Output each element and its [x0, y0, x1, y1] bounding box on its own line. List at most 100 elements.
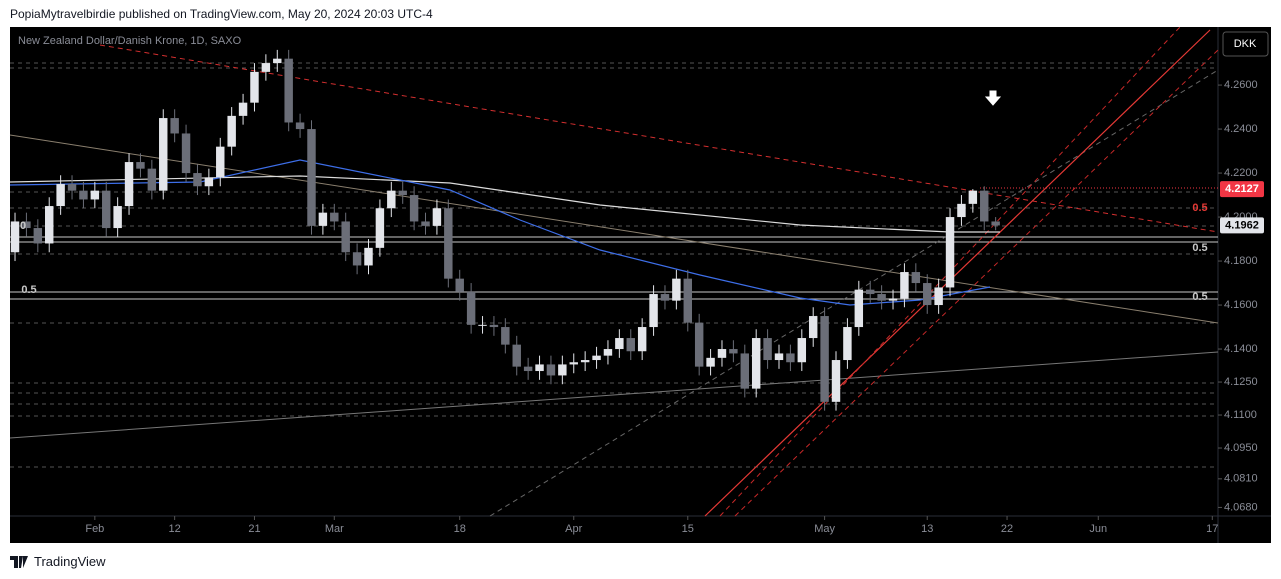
footer: TradingView — [10, 554, 106, 569]
x-tick-label: 18 — [454, 523, 466, 535]
candle-body — [637, 327, 647, 352]
publish-info: PopiaMytravelbirdie published on Trading… — [10, 7, 433, 21]
candle-body — [113, 206, 122, 229]
candle-body — [535, 364, 544, 372]
candle-body — [466, 291, 476, 325]
x-tick-label: May — [814, 523, 835, 535]
y-tick-label: 4.2600 — [1224, 79, 1258, 91]
price-badge — [1220, 217, 1264, 234]
candle-body — [523, 366, 533, 372]
candle-body — [147, 168, 157, 191]
fib-level-label: 0.5 — [21, 284, 36, 296]
y-tick-label: 4.0950 — [1224, 442, 1258, 454]
candle-body — [786, 353, 795, 363]
candle-body — [136, 162, 145, 169]
candle-body — [740, 353, 750, 389]
candle-body — [831, 360, 841, 402]
candle-body — [672, 278, 681, 301]
candle-body — [193, 173, 202, 187]
candle-body — [900, 272, 909, 299]
candle-body — [261, 63, 271, 72]
candle-body — [580, 360, 590, 363]
candle-body — [888, 298, 898, 301]
candle-body — [33, 228, 43, 244]
candle-body — [124, 162, 134, 207]
x-tick-label: Apr — [565, 523, 582, 535]
candle-body — [751, 338, 761, 389]
x-tick-label: Mar — [325, 523, 344, 535]
y-tick-label: 4.2400 — [1224, 123, 1258, 135]
candle-body — [307, 129, 316, 226]
candle-body — [102, 190, 111, 229]
candle-body — [865, 289, 875, 295]
candle-body — [501, 327, 510, 345]
candle-body — [558, 364, 567, 376]
candle-body — [90, 190, 100, 200]
candle-body — [717, 349, 727, 358]
x-tick-label: 13 — [921, 523, 933, 535]
candle-body — [250, 71, 259, 103]
candle-body — [387, 190, 396, 209]
brand: TradingView — [34, 554, 106, 569]
currency-button[interactable]: DKK — [1222, 31, 1269, 57]
fib-level-label: 0 — [20, 220, 26, 232]
candle-body — [934, 287, 943, 306]
price-badge-label: 4.1962 — [1225, 219, 1259, 231]
candle-body — [45, 206, 54, 244]
candle-body — [683, 278, 692, 323]
candle-body — [444, 208, 453, 279]
candle-body — [341, 221, 350, 253]
candle-body — [820, 316, 829, 402]
currency-label[interactable]: DKK — [1234, 38, 1257, 50]
candle-body — [204, 177, 214, 187]
candle-body — [546, 364, 556, 376]
x-tick-label: 22 — [1001, 523, 1013, 535]
candle-body — [991, 221, 1000, 226]
candle-body — [980, 190, 989, 222]
candle-body — [159, 118, 168, 191]
candle-body — [79, 190, 88, 200]
candle-body — [911, 272, 921, 284]
candle-body — [592, 355, 601, 361]
currency-button-frame[interactable] — [1222, 31, 1269, 57]
candle-body — [364, 247, 373, 266]
candle-body — [295, 122, 305, 130]
y-tick-label: 4.1400 — [1224, 343, 1258, 355]
candle-body — [615, 338, 624, 350]
candle-body — [797, 338, 807, 363]
candle-body — [968, 190, 978, 204]
candle-body — [763, 338, 772, 361]
candle-body — [227, 115, 236, 147]
candle-body — [843, 327, 852, 361]
candle-body — [694, 322, 704, 367]
candle-body — [10, 221, 20, 253]
candle-body — [808, 316, 818, 339]
candle-body — [284, 58, 293, 123]
candle-body — [318, 212, 328, 226]
candle-body — [56, 184, 65, 207]
candle-body — [854, 289, 864, 328]
candle-body — [455, 278, 464, 292]
candle-body — [22, 221, 31, 229]
candle-body — [330, 212, 339, 222]
price-badge — [1220, 181, 1264, 198]
logo — [10, 555, 28, 568]
candle-body — [512, 344, 521, 367]
candle-body — [398, 190, 407, 196]
fib-level-label: 0.5 — [1192, 202, 1207, 214]
candle-body — [957, 203, 966, 218]
candle-body — [238, 102, 248, 116]
candle-body — [170, 118, 179, 134]
candle-body — [626, 338, 635, 352]
y-tick-label: 4.1600 — [1224, 299, 1258, 311]
chart-background — [10, 27, 1271, 543]
x-tick-label: 15 — [682, 523, 694, 535]
fib-level-label: 0.5 — [1192, 291, 1207, 303]
x-tick-label: Feb — [85, 523, 104, 535]
candle-body — [421, 221, 430, 226]
candle-body — [409, 195, 419, 222]
y-tick-label: 4.0680 — [1224, 501, 1258, 513]
candle-body — [352, 252, 362, 266]
y-tick-label: 4.0810 — [1224, 473, 1258, 485]
